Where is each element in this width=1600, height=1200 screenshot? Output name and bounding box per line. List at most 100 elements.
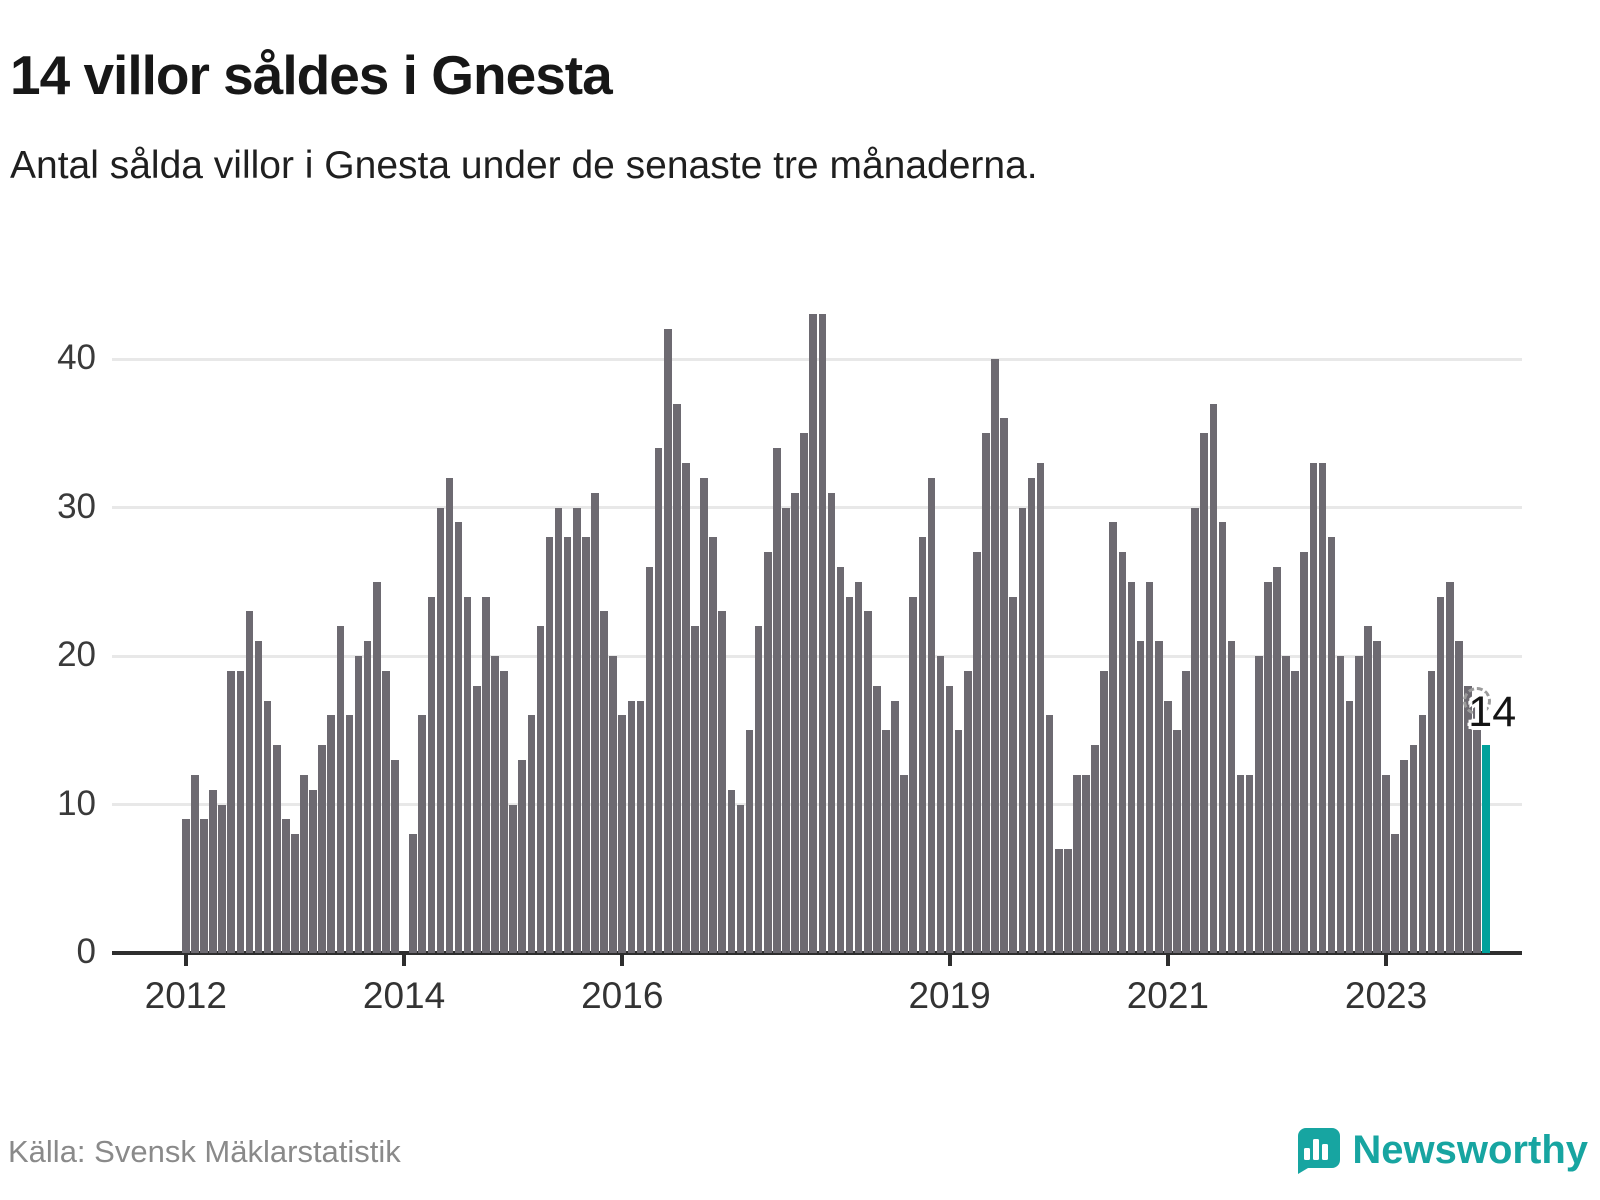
bar	[1264, 581, 1272, 953]
bar	[509, 804, 517, 953]
bar	[1000, 418, 1008, 953]
bar	[282, 819, 290, 953]
bar	[873, 685, 881, 953]
bar	[791, 492, 799, 953]
bar	[1354, 656, 1363, 953]
bar	[1127, 581, 1136, 953]
bar	[427, 596, 436, 953]
bar	[300, 774, 308, 953]
bar	[209, 789, 217, 953]
bar	[1236, 774, 1245, 953]
bar	[200, 819, 208, 953]
brand-lockup: Newsworthy	[1292, 1126, 1588, 1174]
bar	[636, 700, 645, 953]
bar	[1018, 507, 1027, 953]
previous-value-marker	[1463, 686, 1491, 715]
bar	[454, 522, 463, 953]
bar	[336, 626, 345, 953]
bar	[191, 774, 199, 953]
bar	[863, 611, 872, 953]
y-axis-label: 20	[57, 635, 96, 674]
x-axis-label: 2021	[1126, 975, 1209, 1016]
bar	[554, 507, 563, 953]
bar	[809, 314, 817, 953]
bar	[1291, 670, 1299, 953]
bar	[1227, 641, 1236, 953]
x-tick	[1165, 953, 1170, 966]
bar	[818, 314, 827, 953]
x-tick	[183, 953, 188, 966]
bar	[1245, 774, 1254, 953]
bar	[1345, 700, 1354, 953]
bar	[409, 834, 417, 953]
bar	[1045, 715, 1054, 953]
bar	[1182, 670, 1190, 953]
bar	[945, 685, 954, 953]
newsworthy-logo-icon	[1292, 1126, 1341, 1174]
x-tick	[402, 953, 407, 966]
bar	[1373, 641, 1381, 953]
bar	[609, 656, 617, 953]
bar	[918, 537, 927, 953]
chart-subtitle: Antal sålda villor i Gnesta under de sen…	[10, 144, 1038, 187]
bar	[527, 715, 536, 953]
bar	[1064, 849, 1072, 953]
bar	[254, 641, 263, 953]
bar	[736, 804, 745, 953]
x-tick	[620, 953, 625, 966]
bar	[1136, 641, 1145, 953]
bar	[1027, 477, 1036, 953]
bar	[654, 448, 663, 953]
bar	[882, 730, 890, 953]
bar	[1300, 552, 1309, 953]
bar	[1318, 462, 1327, 953]
bar	[1218, 522, 1227, 953]
bar	[418, 715, 426, 953]
bar	[845, 596, 854, 953]
bar	[182, 819, 190, 953]
bar	[1209, 403, 1218, 953]
bar	[1282, 656, 1290, 953]
bar	[927, 477, 936, 953]
bar	[754, 626, 763, 953]
y-axis-label: 0	[76, 932, 96, 971]
bar	[318, 745, 326, 953]
x-axis-line	[112, 951, 1522, 955]
bar	[536, 626, 545, 953]
bar	[1391, 834, 1399, 953]
bar	[963, 670, 972, 953]
bar	[218, 804, 226, 953]
bar	[782, 507, 790, 953]
bar	[372, 581, 381, 953]
bar	[1145, 581, 1154, 953]
bar	[1327, 537, 1336, 953]
bar	[1445, 581, 1454, 953]
bar	[1073, 774, 1081, 953]
bar	[1436, 596, 1445, 953]
x-tick	[947, 953, 952, 966]
bar	[327, 715, 336, 953]
bar	[491, 656, 499, 953]
gridline	[112, 803, 1522, 806]
x-axis-label: 2012	[144, 975, 227, 1016]
bar	[827, 492, 836, 953]
bar	[727, 789, 736, 953]
bar	[472, 685, 481, 953]
bar	[673, 403, 681, 953]
bar	[1100, 670, 1108, 953]
brand-name: Newsworthy	[1352, 1127, 1588, 1172]
bar	[663, 329, 672, 953]
x-axis-label: 2019	[908, 975, 991, 1016]
bar	[900, 774, 908, 953]
bar	[1427, 670, 1436, 953]
bar	[1154, 641, 1163, 953]
bar	[482, 596, 490, 953]
bar	[263, 700, 272, 953]
gridline	[112, 654, 1522, 658]
bar	[500, 670, 508, 953]
value-annotation: 14	[1468, 688, 1517, 737]
x-tick	[1384, 953, 1389, 966]
bar	[909, 596, 918, 953]
bar	[1273, 566, 1281, 953]
x-axis-label: 2016	[581, 975, 664, 1016]
